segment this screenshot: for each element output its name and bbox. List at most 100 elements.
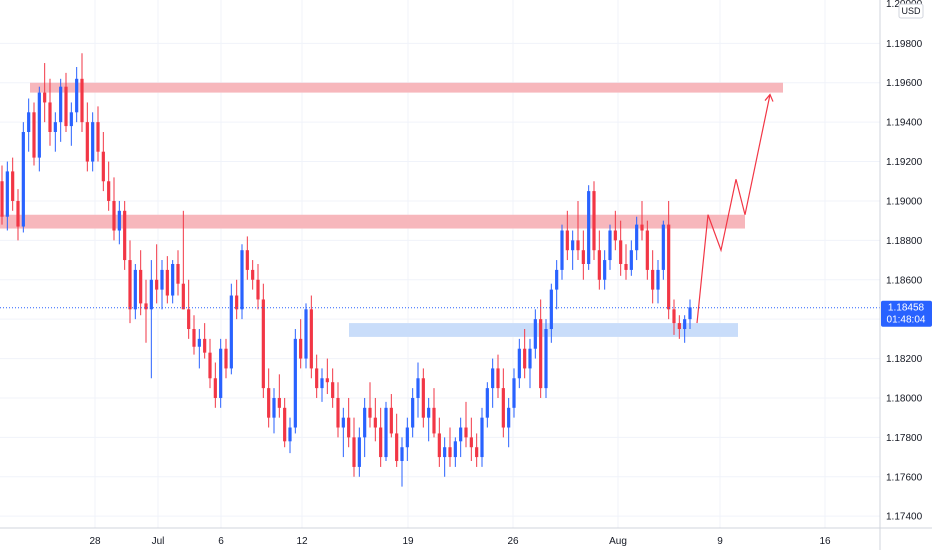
candle [85, 102, 89, 172]
candle [336, 382, 340, 438]
candle-body [245, 250, 249, 270]
candle-body [389, 407, 393, 434]
projection [696, 93, 774, 324]
candle-body [395, 433, 399, 462]
candle-body [443, 447, 447, 458]
candle [43, 63, 47, 123]
candle [187, 279, 191, 339]
candle [384, 401, 388, 462]
candle-body [32, 112, 36, 158]
candle-body [27, 112, 31, 132]
candle-body [608, 230, 612, 261]
candle-body [256, 279, 260, 300]
candle-body [453, 441, 457, 458]
time-axis[interactable]: 28 Jul 6 12 19 26 Aug 9 16 [89, 536, 831, 547]
candle [37, 86, 41, 172]
current-price-tag[interactable]: 1.18458 01:48:04 [881, 300, 932, 327]
candle [304, 303, 308, 369]
candle-body [197, 338, 201, 347]
price-tick-label: 1.19400 [886, 118, 923, 129]
candle-body [352, 437, 356, 467]
candle-body [629, 250, 633, 270]
candle-body [181, 283, 185, 310]
currency-badge-box [898, 3, 924, 19]
candle [619, 220, 623, 276]
candle-body [517, 348, 521, 379]
candle [421, 368, 425, 428]
candle [677, 315, 681, 339]
currency-badge[interactable]: USD [898, 3, 924, 19]
candle [59, 78, 63, 142]
candle [507, 397, 511, 448]
candle-body [235, 295, 239, 310]
candle [288, 417, 292, 454]
candle-body [219, 348, 223, 398]
candle-body [293, 338, 297, 428]
candle-body [485, 388, 489, 418]
candle-body [619, 240, 623, 264]
candle [347, 397, 351, 448]
price-tick-label: 1.18000 [886, 393, 923, 404]
candle-body [203, 338, 207, 353]
candle-body [363, 407, 367, 438]
candle-body [320, 378, 324, 389]
candle-body [384, 407, 388, 458]
candle [373, 397, 377, 442]
time-tick-label: 16 [819, 536, 831, 547]
candle-body [288, 427, 292, 442]
price-tick-label: 1.18600 [886, 275, 923, 286]
price-tick-label: 1.19000 [886, 196, 923, 207]
candle-body [64, 86, 68, 127]
candle-body [592, 191, 596, 251]
candle-body [48, 102, 52, 132]
candle [405, 417, 409, 462]
candle-body [587, 191, 591, 264]
candle [48, 78, 52, 146]
candle [624, 244, 628, 280]
candle [341, 407, 345, 458]
candle [203, 323, 207, 359]
candle-body [229, 295, 233, 369]
candle-body [645, 230, 649, 270]
candle-body [459, 427, 463, 442]
candle-body [603, 260, 607, 280]
candle-body [272, 397, 276, 418]
candle [549, 283, 553, 343]
candle-body [160, 269, 164, 290]
current-price-tag-box [881, 300, 932, 327]
candle [475, 433, 479, 467]
time-tick-label: Jul [152, 536, 165, 547]
candle [208, 338, 212, 389]
candle [192, 315, 196, 355]
candle-body [432, 407, 436, 434]
candle [363, 397, 367, 458]
candle [21, 122, 25, 233]
candle [645, 220, 649, 280]
candle-body [11, 171, 15, 201]
candle-body [448, 447, 452, 458]
candle [299, 319, 303, 369]
candle [213, 362, 217, 408]
candle [101, 132, 105, 192]
candle [368, 382, 372, 428]
candle-body [507, 407, 511, 428]
candle-body [331, 382, 335, 398]
price-axis[interactable]: 1.19800 1.19600 1.19400 1.19200 1.19000 1.188… [886, 0, 923, 523]
candle-body [171, 264, 175, 296]
candle [544, 319, 548, 398]
candle-body [416, 378, 420, 398]
candle [123, 200, 127, 270]
candle-body [208, 352, 212, 379]
candle [112, 177, 116, 241]
candle [32, 102, 36, 166]
candle [603, 250, 607, 290]
candle-body [357, 437, 361, 467]
candle-body [427, 407, 431, 418]
candle [283, 397, 287, 448]
candle [251, 260, 255, 290]
candle-body [149, 279, 153, 310]
candle-body [661, 224, 665, 270]
candle-body [139, 269, 143, 304]
candle [229, 283, 233, 375]
